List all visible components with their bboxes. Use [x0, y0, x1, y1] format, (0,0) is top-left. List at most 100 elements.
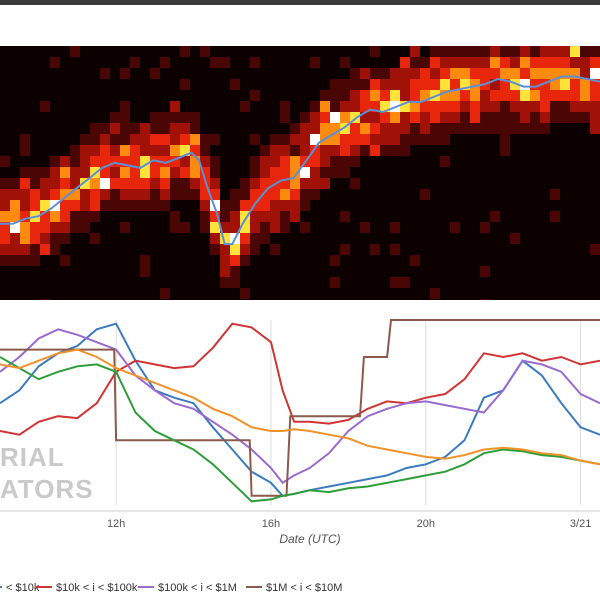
- heat-cell: [270, 134, 280, 145]
- heat-cell: [0, 255, 10, 266]
- heat-cell: [110, 134, 120, 145]
- legend-label[interactable]: $10k < i < $100k: [56, 582, 138, 594]
- heat-cell: [410, 101, 420, 112]
- heat-cell: [570, 101, 580, 112]
- legend-label[interactable]: $1M < i < $10M: [266, 582, 342, 594]
- heat-cell: [490, 68, 500, 79]
- heat-cell: [40, 189, 50, 200]
- heat-cell: [180, 134, 190, 145]
- heat-cell: [540, 101, 550, 112]
- heat-cell: [380, 112, 390, 123]
- legend-label[interactable]: < $10k: [6, 582, 40, 594]
- heat-cell: [560, 112, 570, 123]
- heat-cell: [520, 46, 530, 57]
- heat-cell: [240, 244, 250, 255]
- heat-cell: [20, 233, 30, 244]
- heat-cell: [90, 134, 100, 145]
- heat-cell: [240, 255, 250, 266]
- heat-cell: [80, 189, 90, 200]
- heat-cell: [430, 46, 440, 57]
- heat-cell: [440, 156, 450, 167]
- heat-cell: [450, 112, 460, 123]
- heat-cell: [60, 222, 70, 233]
- series-group: [0, 319, 600, 512]
- heat-cell: [290, 145, 300, 156]
- heat-cell: [580, 57, 590, 68]
- heat-cell: [470, 101, 480, 112]
- heat-cell: [40, 101, 50, 112]
- heat-cell: [530, 68, 540, 79]
- heat-cell: [260, 222, 270, 233]
- heat-cell: [380, 101, 390, 112]
- heat-cell: [30, 189, 40, 200]
- heat-cell: [510, 79, 520, 90]
- heat-cell: [130, 200, 140, 211]
- heat-cell: [110, 189, 120, 200]
- heat-cell: [370, 123, 380, 134]
- heat-cell: [480, 123, 490, 134]
- heat-cell: [430, 134, 440, 145]
- heat-cell: [70, 46, 80, 57]
- heat-cell: [90, 233, 100, 244]
- heatmap-svg: [0, 46, 600, 310]
- heat-cell: [10, 200, 20, 211]
- heat-cell: [90, 178, 100, 189]
- heat-cell: [10, 244, 20, 255]
- heat-cell: [140, 156, 150, 167]
- heat-cell: [480, 101, 490, 112]
- heat-cell: [20, 211, 30, 222]
- heat-cell: [150, 145, 160, 156]
- heat-cell: [230, 79, 240, 90]
- heat-cell: [200, 156, 210, 167]
- heat-cell: [240, 211, 250, 222]
- heat-cell: [420, 68, 430, 79]
- heat-cell: [360, 134, 370, 145]
- heat-cell: [70, 167, 80, 178]
- heat-cell: [460, 79, 470, 90]
- heat-cell: [460, 57, 470, 68]
- heat-cell: [540, 68, 550, 79]
- heat-cell: [110, 156, 120, 167]
- heat-cell: [360, 112, 370, 123]
- legend[interactable]: < $10k $10k < i < $100k $100k < i < $1M $1M…: [0, 582, 342, 594]
- heat-cell: [520, 57, 530, 68]
- heatmap-panel: [0, 46, 600, 310]
- heat-cell: [100, 178, 110, 189]
- heat-cell: [130, 145, 140, 156]
- heat-cell: [260, 167, 270, 178]
- heat-cell: [150, 200, 160, 211]
- heat-cell: [120, 145, 130, 156]
- heat-cell: [500, 145, 510, 156]
- heat-cell: [340, 101, 350, 112]
- heat-cell: [200, 211, 210, 222]
- heat-cell: [240, 200, 250, 211]
- heat-cell: [60, 189, 70, 200]
- series-line: [0, 319, 600, 497]
- heat-cell: [510, 112, 520, 123]
- heat-cell: [330, 112, 340, 123]
- heat-cell: [110, 123, 120, 134]
- heat-cell: [480, 266, 490, 277]
- heat-cell: [560, 101, 570, 112]
- heat-cell: [220, 244, 230, 255]
- heat-cell: [330, 255, 340, 266]
- heat-cell: [210, 211, 220, 222]
- heat-cell: [380, 79, 390, 90]
- heat-cell: [520, 90, 530, 101]
- heat-cell: [390, 145, 400, 156]
- heat-cell: [210, 178, 220, 189]
- heat-cell: [430, 68, 440, 79]
- heat-cell: [0, 244, 10, 255]
- legend-label[interactable]: $100k < i < $1M: [158, 582, 237, 594]
- heat-cell: [40, 167, 50, 178]
- heat-cell: [180, 123, 190, 134]
- heat-cell: [0, 222, 10, 233]
- heat-cell: [420, 57, 430, 68]
- heat-cell: [230, 244, 240, 255]
- heat-cell: [210, 156, 220, 167]
- line-chart-panel: RIAL ATORS 12h 16h 20h 3/21 Date (UTC) < $1…: [0, 300, 600, 600]
- heat-cell: [550, 112, 560, 123]
- heat-cell: [40, 200, 50, 211]
- x-tick-label: 16h: [262, 518, 280, 530]
- heat-cell: [120, 112, 130, 123]
